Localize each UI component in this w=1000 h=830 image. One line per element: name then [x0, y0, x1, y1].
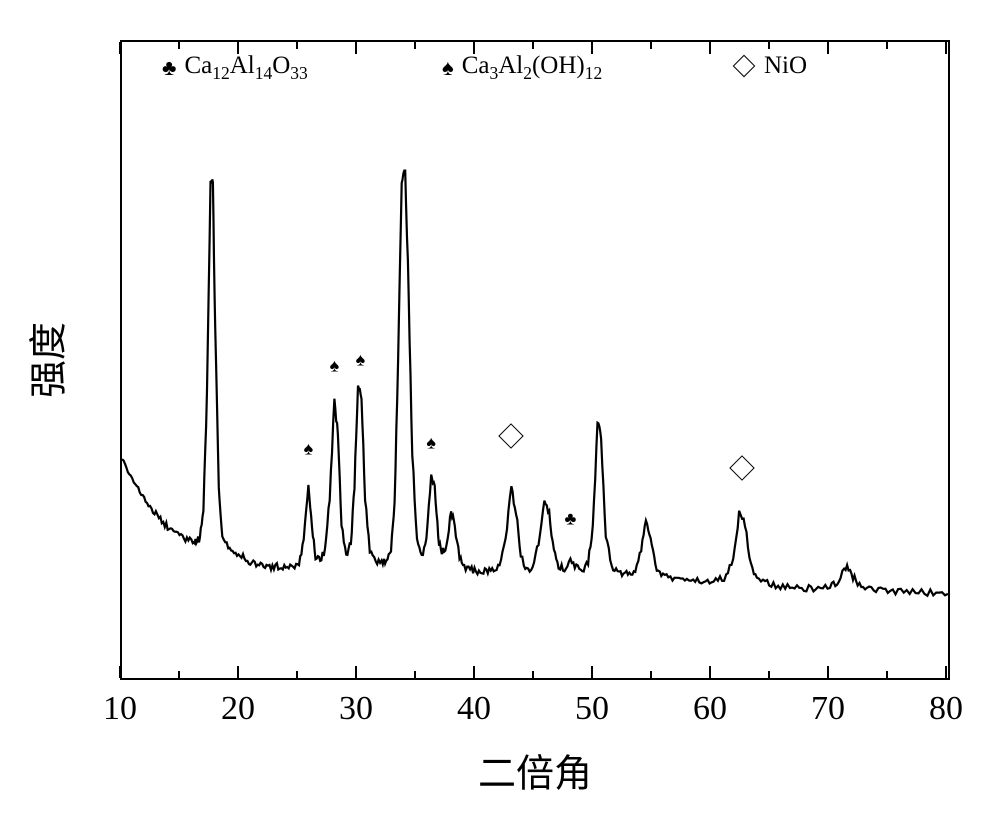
spade-icon: ♠: [304, 439, 314, 460]
x-tick-major: [827, 666, 829, 678]
x-tick-major-top: [945, 42, 947, 54]
x-tick-major: [355, 666, 357, 678]
x-tick-label: 20: [221, 690, 255, 728]
club-icon: ♣: [564, 509, 576, 530]
x-tick-minor: [296, 671, 298, 678]
x-tick-major: [945, 666, 947, 678]
x-tick-label: 80: [929, 690, 963, 728]
x-tick-minor-top: [178, 42, 180, 49]
x-tick-label: 60: [693, 690, 727, 728]
x-tick-minor-top: [650, 42, 652, 49]
x-tick-label: 70: [811, 690, 845, 728]
spade-icon: ♠: [426, 432, 436, 453]
x-tick-minor-top: [532, 42, 534, 49]
x-tick-label: 10: [103, 690, 137, 728]
x-tick-major-top: [473, 42, 475, 54]
x-tick-major: [119, 666, 121, 678]
x-tick-major: [237, 666, 239, 678]
x-tick-major: [709, 666, 711, 678]
spade-icon: ♠: [356, 350, 366, 371]
x-tick-minor: [650, 671, 652, 678]
x-tick-major: [591, 666, 593, 678]
x-tick-minor: [178, 671, 180, 678]
x-tick-major-top: [709, 42, 711, 54]
x-tick-major-top: [827, 42, 829, 54]
x-tick-minor: [414, 671, 416, 678]
x-tick-label: 30: [339, 690, 373, 728]
x-tick-minor: [768, 671, 770, 678]
x-tick-major-top: [119, 42, 121, 54]
y-axis-label: 强度: [18, 322, 73, 398]
x-tick-major: [473, 666, 475, 678]
plot-area: ♣Ca12Al14O33♠Ca3Al2(OH)12NiO ♠♠♠♠♣: [120, 40, 950, 680]
x-tick-label: 40: [457, 690, 491, 728]
x-axis-label: 二倍角: [478, 743, 592, 798]
x-tick-label: 50: [575, 690, 609, 728]
x-tick-minor: [886, 671, 888, 678]
x-tick-major-top: [237, 42, 239, 54]
chart-container: ♣Ca12Al14O33♠Ca3Al2(OH)12NiO ♠♠♠♠♣ 强度 二倍…: [0, 0, 1000, 830]
x-tick-minor: [532, 671, 534, 678]
xrd-spectrum-line: [122, 42, 948, 678]
x-tick-major-top: [355, 42, 357, 54]
x-tick-minor-top: [768, 42, 770, 49]
x-tick-minor-top: [886, 42, 888, 49]
x-tick-minor-top: [414, 42, 416, 49]
x-tick-minor-top: [296, 42, 298, 49]
x-tick-major-top: [591, 42, 593, 54]
spade-icon: ♠: [330, 356, 340, 377]
